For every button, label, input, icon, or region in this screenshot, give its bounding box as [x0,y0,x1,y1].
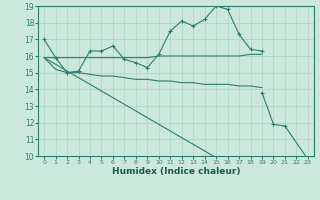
X-axis label: Humidex (Indice chaleur): Humidex (Indice chaleur) [112,167,240,176]
